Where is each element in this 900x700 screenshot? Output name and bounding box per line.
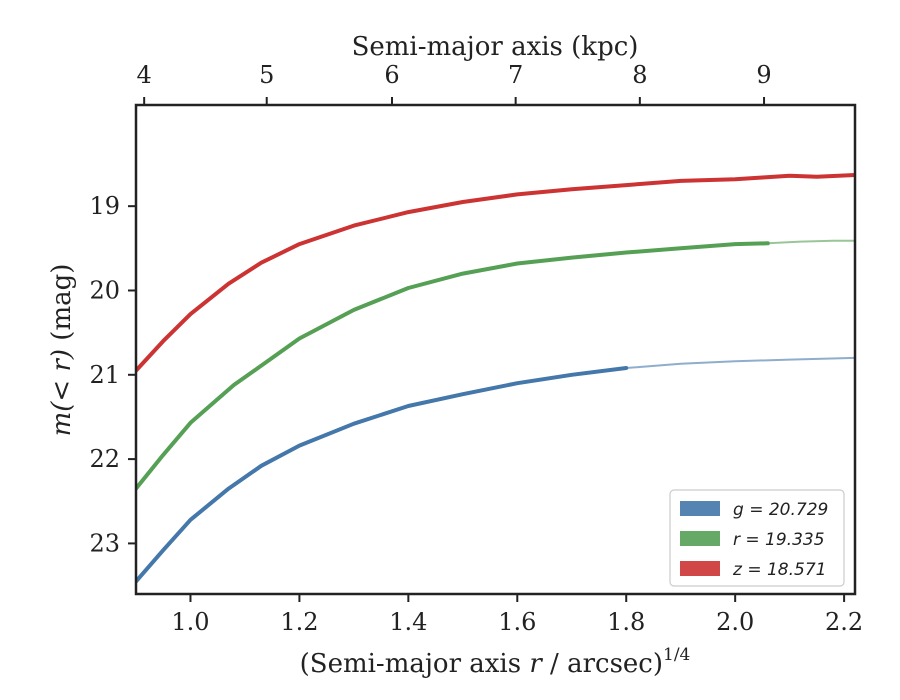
axis-ticks: 1.0 1.2 1.4 1.6 1.8 2.0 2.2 19 20 21 22 23 4 5 6 7 8 9	[89, 61, 863, 636]
x-tick-label-4: 1.8	[607, 608, 645, 636]
x-tick-label-1: 1.2	[280, 608, 318, 636]
legend: g = 20.729 r = 19.335 z = 18.571	[669, 489, 845, 587]
x-tick-label-0: 1.0	[171, 608, 209, 636]
top-tick-label-4: 8	[632, 61, 647, 89]
top-tick-label-5: 9	[756, 61, 771, 89]
legend-swatch-g	[680, 501, 720, 516]
legend-label-g: g = 20.729	[733, 500, 828, 520]
top-tick-label-2: 6	[384, 61, 399, 89]
top-tick-label-0: 4	[137, 61, 152, 89]
y-tick-label-1: 20	[89, 276, 120, 304]
top-tick-label-1: 5	[259, 61, 274, 89]
y-tick-label-3: 22	[89, 445, 120, 473]
series-r-extrapolated-line	[766, 239, 855, 245]
legend-swatch-r	[680, 531, 720, 546]
x-tick-label-3: 1.6	[498, 608, 536, 636]
y-tick-label-2: 21	[89, 361, 120, 389]
y-tick-label-4: 23	[89, 529, 120, 557]
series-layer	[136, 173, 855, 584]
series-z-line	[136, 173, 855, 373]
x-tick-label-6: 2.2	[825, 608, 863, 636]
top-axis-title: Semi-major axis (kpc)	[352, 32, 639, 62]
y-tick-label-0: 19	[89, 192, 120, 220]
plot-frame	[134, 103, 857, 596]
top-tick-label-3: 7	[508, 61, 523, 89]
x-axis-title: (Semi-major axis r / arcsec)1/4	[300, 645, 691, 679]
legend-label-z: z = 18.571	[732, 560, 826, 580]
x-tick-label-5: 2.0	[716, 608, 754, 636]
y-axis-title: m(< r) (mag)	[47, 264, 77, 437]
x-tick-label-2: 1.4	[389, 608, 427, 636]
series-r-line	[136, 241, 770, 491]
series-g-extrapolated-line	[625, 356, 855, 369]
series-g-line	[136, 366, 629, 584]
legend-label-r: r = 19.335	[733, 530, 825, 550]
legend-swatch-z	[680, 561, 720, 576]
